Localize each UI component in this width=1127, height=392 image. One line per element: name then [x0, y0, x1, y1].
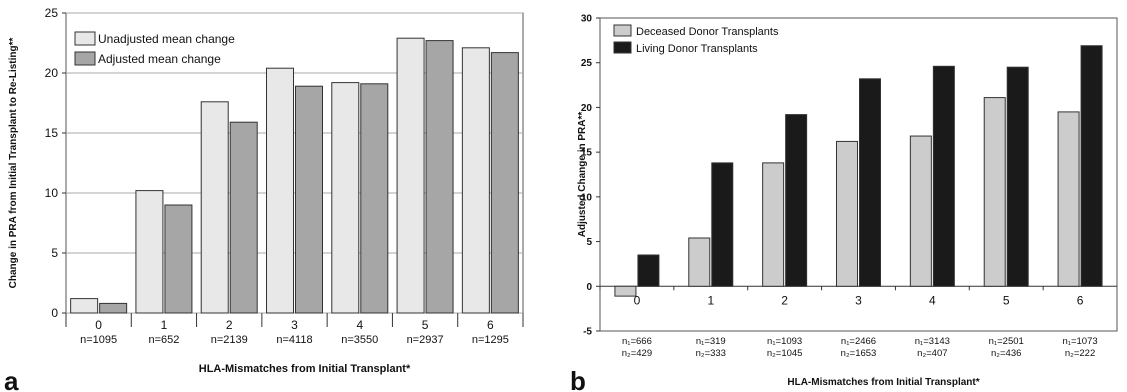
chart-b: -50510152025300n₁=666n₂=4291n₁=319n₂=333… — [570, 14, 1118, 392]
bar — [762, 162, 785, 287]
sample-size-label: n=1295 — [472, 334, 509, 346]
sample-size-label-n1: n₁=1073 — [1062, 336, 1097, 347]
y-tick-label: 5 — [51, 246, 58, 260]
x-tick-label: 5 — [1003, 293, 1010, 307]
bar — [295, 85, 323, 314]
x-tick-label: 0 — [634, 293, 641, 307]
y-tick-label: 15 — [45, 126, 59, 140]
y-tick-label: 0 — [586, 282, 592, 293]
sample-size-label-n2: n₂=407 — [917, 348, 947, 359]
sample-size-label-n2: n₂=436 — [991, 348, 1021, 359]
bar — [200, 101, 229, 314]
y-tick-label: 30 — [581, 14, 593, 25]
plot-area — [599, 17, 1118, 332]
y-axis-title: Adjusted Change in PRA** — [577, 112, 588, 238]
x-tick-label: 3 — [855, 293, 862, 307]
bar — [229, 121, 258, 314]
bar — [490, 52, 519, 314]
sample-size-label-n2: n₂=429 — [622, 348, 652, 359]
sample-size-label: n=3550 — [341, 334, 378, 346]
sample-size-label: n=4118 — [276, 334, 312, 346]
x-tick-label: 2 — [781, 293, 788, 307]
bar — [614, 285, 637, 297]
sample-size-label: n=1095 — [80, 334, 117, 346]
x-axis-title: HLA-Mismatches from Initial Transplant* — [787, 377, 979, 388]
x-tick-label: 3 — [291, 318, 298, 332]
y-axis-title: Change in PRA from Initial Transplant to… — [8, 38, 19, 289]
sample-size-label: n=2937 — [407, 334, 444, 346]
bar — [425, 40, 454, 314]
x-axis-title: HLA-Mismatches from Initial Transplant* — [199, 363, 411, 375]
y-tick-label: 25 — [45, 6, 59, 20]
y-tick-label: 5 — [586, 237, 592, 248]
y-tick-label: 0 — [51, 306, 58, 320]
x-tick-label: 1 — [161, 318, 168, 332]
legend: Deceased Donor Transplants Living Donor T… — [613, 24, 779, 55]
sample-size-label: n=652 — [148, 334, 179, 346]
legend-swatch — [613, 24, 632, 37]
sample-size-label-n1: n₁=1093 — [767, 336, 802, 347]
legend-label: Adjusted mean change — [98, 52, 221, 66]
bar — [637, 254, 660, 287]
bar — [859, 78, 881, 287]
bar — [836, 140, 858, 287]
bar — [70, 298, 99, 314]
bar — [360, 83, 389, 314]
legend-swatch — [74, 31, 96, 46]
y-tick-label: 15 — [581, 148, 593, 159]
legend-label: Deceased Donor Transplants — [636, 26, 779, 38]
x-tick-label: 4 — [929, 293, 936, 307]
panel-label: b — [570, 366, 586, 392]
x-tick-label: 5 — [422, 318, 429, 332]
x-tick-label: 0 — [95, 318, 102, 332]
chart-a: 0 5 10 15 20 25 0 n=1095 1 n=652 2 n=2139 3 n=4118 4 n=… — [4, 6, 524, 392]
bar — [909, 135, 932, 287]
bar — [785, 114, 808, 287]
y-tick-label: 25 — [581, 58, 593, 69]
x-tick-label: 2 — [226, 318, 233, 332]
bar — [164, 204, 193, 314]
sample-size-label-n1: n₁=2501 — [989, 336, 1024, 347]
x-tick-label: 1 — [707, 293, 714, 307]
sample-size-label-n1: n₁=666 — [622, 336, 652, 347]
bar — [331, 82, 360, 314]
bar — [1057, 111, 1080, 287]
sample-size-label: n=2139 — [211, 334, 248, 346]
sample-size-label-n1: n₁=3143 — [915, 336, 950, 347]
bar — [135, 190, 164, 314]
x-tick-label: 4 — [356, 318, 363, 332]
bar — [396, 37, 425, 314]
legend-label: Living Donor Transplants — [636, 43, 758, 55]
legend-swatch — [613, 41, 632, 54]
bar — [266, 67, 294, 314]
legend-swatch — [74, 51, 96, 66]
sample-size-label-n2: n₂=222 — [1065, 348, 1095, 359]
bar — [1080, 45, 1103, 287]
sample-size-label-n1: n₁=2466 — [841, 336, 876, 347]
y-tick-label: 20 — [45, 66, 59, 80]
bar — [711, 162, 734, 287]
y-tick-label: 10 — [45, 186, 59, 200]
bar — [1006, 66, 1029, 287]
sample-size-label-n1: n₁=319 — [696, 336, 726, 347]
x-tick-label: 6 — [1077, 293, 1084, 307]
bar — [932, 65, 955, 287]
bar — [99, 302, 128, 314]
sample-size-label-n2: n₂=1045 — [767, 348, 803, 359]
y-tick-label: -5 — [583, 327, 592, 338]
sample-size-label-n2: n₂=333 — [696, 348, 726, 359]
y-tick-label: 10 — [581, 192, 593, 203]
bar — [688, 237, 711, 287]
sample-size-label-n2: n₂=1653 — [841, 348, 877, 359]
y-tick-label: 20 — [581, 103, 593, 114]
legend-label: Unadjusted mean change — [98, 32, 235, 46]
legend: Unadjusted mean change Adjusted mean chan… — [74, 31, 235, 66]
bar — [983, 97, 1006, 287]
bar — [461, 47, 490, 314]
panel-label: a — [4, 366, 19, 392]
x-tick-label: 6 — [487, 318, 494, 332]
